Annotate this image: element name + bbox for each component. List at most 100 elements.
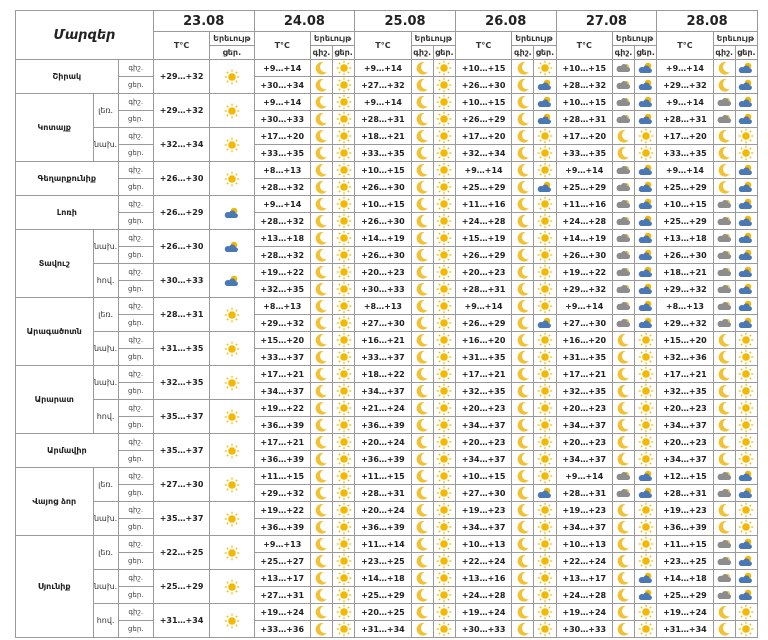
moon-icon — [613, 452, 633, 467]
weather-icon-cell — [734, 76, 759, 94]
temperature-cell: +32…+34 — [454, 144, 513, 162]
weather-icon-cell — [209, 433, 255, 468]
temperature-cell: +26…+29 — [152, 195, 211, 230]
temperature-cell: +27…+31 — [253, 586, 311, 604]
weather-icon-cell — [734, 365, 759, 383]
temperature-cell: +26…+30 — [454, 76, 513, 94]
weather-icon-cell — [432, 331, 456, 349]
weather-icon-cell — [511, 399, 535, 417]
day-header: ցեր. — [533, 45, 557, 60]
weather-icon-cell — [712, 603, 736, 621]
weather-icon-cell — [712, 178, 736, 196]
weather-icon-cell — [511, 416, 535, 434]
subregion-name: լեռ. — [92, 535, 119, 570]
temperature-cell: +10…+15 — [354, 161, 412, 179]
weather-icon-cell — [634, 484, 658, 502]
moon-icon — [513, 469, 533, 484]
temperature-cell: +36…+39 — [656, 518, 714, 536]
sun-icon — [434, 485, 454, 501]
sun-icon — [736, 417, 756, 433]
weather-icon-cell — [332, 620, 356, 638]
weather-icon-cell — [611, 467, 636, 485]
suncloud-icon — [636, 316, 656, 331]
weather-icon-cell — [332, 450, 356, 468]
moon-icon — [412, 78, 432, 93]
sun-icon — [736, 519, 756, 535]
sun-icon — [434, 111, 454, 127]
suncloud-icon — [636, 95, 656, 110]
moon-icon — [513, 401, 533, 416]
moon-icon — [412, 367, 432, 382]
moon-icon — [412, 622, 432, 637]
suncloud-icon — [736, 231, 756, 246]
moon-icon — [714, 622, 734, 637]
weather-icon-cell — [432, 59, 456, 77]
sun-icon — [535, 264, 555, 280]
moon-icon — [613, 554, 633, 569]
moon-icon — [311, 231, 331, 246]
weather-icon-cell — [332, 484, 356, 502]
weather-icon-cell — [209, 467, 255, 502]
sun-icon — [334, 196, 354, 212]
temperature-cell: +19…+24 — [555, 603, 613, 621]
cloud-icon — [714, 588, 734, 603]
weather-icon-cell — [332, 365, 356, 383]
moon-icon — [412, 605, 432, 620]
table-row: ցեր. +27…+31 +25…+29 +24…+28 +24…+28 +25…+29 — [16, 586, 759, 604]
weather-icon-cell — [432, 280, 456, 298]
suncloud-icon — [535, 180, 555, 195]
region-name: Շիրակ — [15, 59, 119, 94]
weather-icon-cell — [332, 59, 356, 77]
sun-icon — [334, 434, 354, 450]
moon-icon — [513, 503, 533, 518]
weather-icon-cell — [332, 263, 356, 281]
moon-icon — [513, 95, 533, 110]
suncloud-icon — [736, 537, 756, 552]
region-name: Արմավիր — [15, 433, 119, 468]
weather-icon-cell — [712, 127, 736, 145]
weather-icon-cell — [309, 178, 334, 196]
weather-icon-cell — [611, 297, 636, 315]
temperature-cell: +32…+35 — [656, 382, 714, 400]
sun-icon — [434, 332, 454, 348]
sun-icon — [334, 536, 354, 552]
sun-icon — [736, 400, 756, 416]
weather-icon-cell — [734, 450, 759, 468]
moon-icon — [412, 61, 432, 76]
sun-icon — [434, 536, 454, 552]
weather-icon-cell — [410, 76, 434, 94]
moon-icon — [714, 129, 734, 144]
time-slot: ցեր. — [117, 280, 154, 298]
weather-icon-cell — [309, 552, 334, 570]
phenomenon-header: Երեւույթ — [511, 31, 557, 46]
temperature-cell: +9…+14 — [454, 161, 513, 179]
night-header: գիշ. — [611, 45, 636, 60]
weather-icon-cell — [533, 314, 557, 332]
sun-icon — [334, 60, 354, 76]
table-row: հով. գիշ. +35…+37 +19…+22 +21…+24 +20…+23 +20…… — [16, 399, 759, 434]
moon-icon — [714, 61, 734, 76]
moon-icon — [412, 197, 432, 212]
suncloud-icon — [211, 205, 253, 221]
moon-icon — [513, 180, 533, 195]
weather-icon-cell — [511, 263, 535, 281]
cloud-icon — [613, 282, 633, 297]
temperature-cell: +18…+21 — [656, 263, 714, 281]
sun-icon — [636, 145, 656, 161]
weather-icon-cell — [309, 229, 334, 247]
sun-icon — [636, 502, 656, 518]
temperature-cell: +20…+23 — [354, 263, 412, 281]
weather-icon-cell — [432, 110, 456, 128]
temperature-cell: +16…+21 — [354, 331, 412, 349]
weather-icon-cell — [634, 365, 658, 383]
temperature-cell: +30…+33 — [555, 620, 613, 638]
weather-icon-cell — [712, 195, 736, 213]
moon-icon — [311, 367, 331, 382]
time-slot: ցեր. — [117, 212, 154, 230]
date-header: 23.08 — [152, 10, 255, 32]
suncloud-icon — [636, 197, 656, 212]
weather-icon-cell — [533, 178, 557, 196]
temperature-cell: +33…+37 — [354, 348, 412, 366]
weather-icon-cell — [712, 110, 736, 128]
sun-icon — [535, 213, 555, 229]
